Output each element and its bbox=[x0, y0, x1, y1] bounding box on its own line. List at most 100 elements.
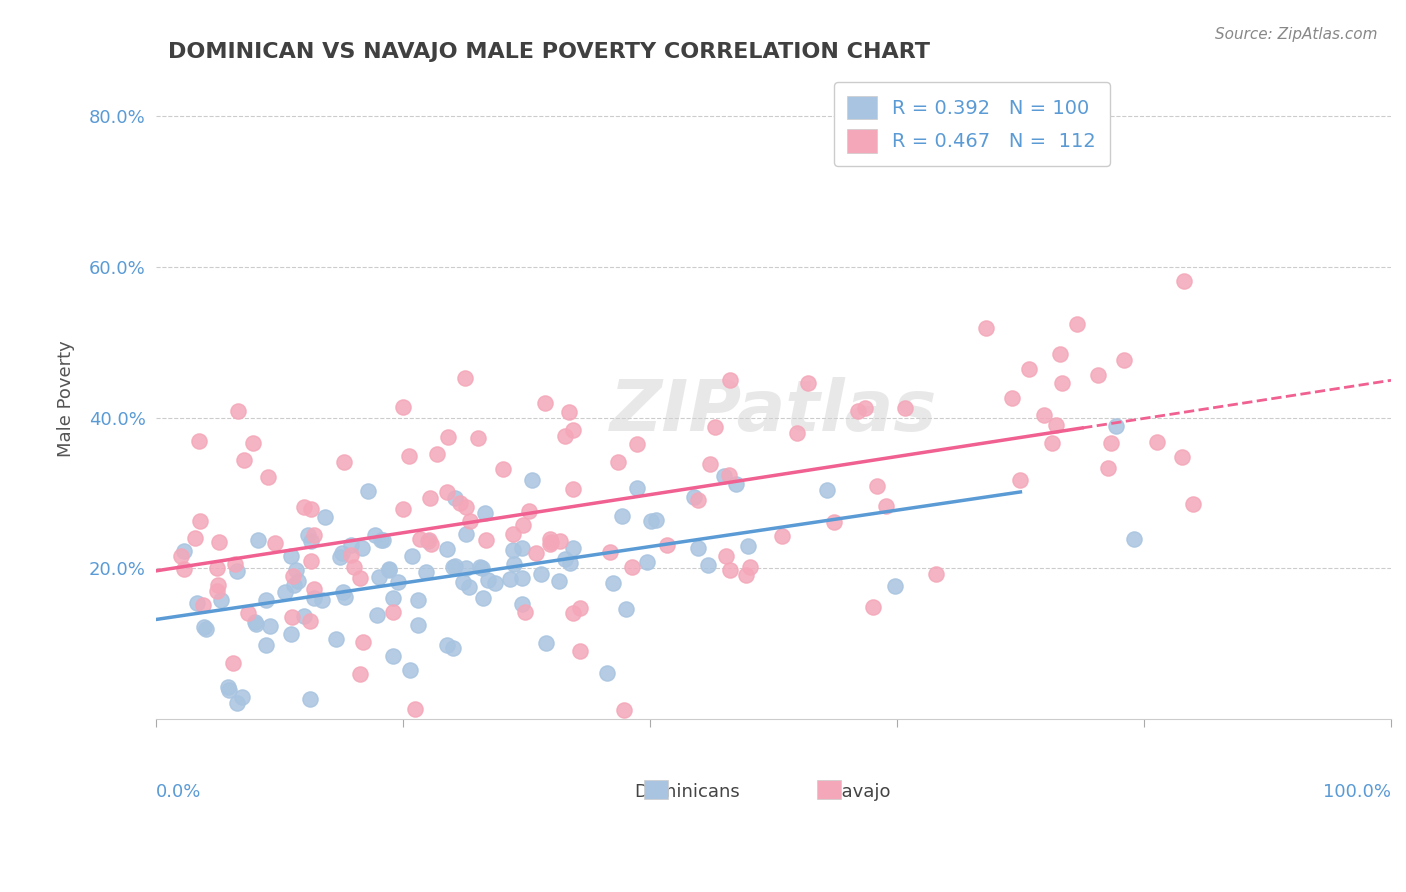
Point bbox=[233, 452, 256, 467]
Point bbox=[349, 571, 371, 585]
Point bbox=[311, 593, 333, 607]
Point bbox=[454, 561, 477, 575]
Point bbox=[540, 535, 562, 549]
Point bbox=[626, 481, 648, 495]
Point bbox=[238, 606, 260, 620]
Point bbox=[454, 371, 477, 385]
Point bbox=[364, 528, 387, 542]
Point bbox=[441, 560, 464, 574]
Point bbox=[686, 493, 709, 508]
Point bbox=[381, 605, 404, 619]
Point bbox=[718, 373, 741, 387]
Point bbox=[436, 485, 458, 500]
Point bbox=[404, 702, 426, 716]
Point bbox=[510, 597, 533, 611]
Point bbox=[437, 430, 460, 444]
Text: 100.0%: 100.0% bbox=[1323, 783, 1391, 801]
Point bbox=[409, 532, 432, 546]
Text: Navajo: Navajo bbox=[828, 783, 891, 801]
Point bbox=[245, 615, 267, 630]
Point bbox=[875, 500, 897, 514]
Point bbox=[399, 663, 422, 677]
Point bbox=[416, 534, 439, 549]
Point bbox=[231, 690, 253, 704]
Point bbox=[370, 533, 392, 547]
Point bbox=[613, 703, 636, 717]
Point bbox=[568, 644, 591, 658]
Point bbox=[620, 560, 643, 574]
Point bbox=[1018, 361, 1040, 376]
Point bbox=[381, 591, 404, 605]
Text: 0.0%: 0.0% bbox=[156, 783, 201, 801]
Point bbox=[602, 576, 624, 591]
Point bbox=[640, 514, 662, 528]
Point bbox=[280, 627, 302, 641]
Point bbox=[1000, 391, 1022, 405]
Point bbox=[217, 681, 239, 695]
Point bbox=[714, 549, 737, 563]
Point bbox=[1170, 450, 1192, 465]
Point bbox=[610, 508, 633, 523]
Point bbox=[281, 610, 304, 624]
Point bbox=[499, 572, 522, 586]
Point bbox=[195, 622, 218, 636]
Point bbox=[254, 592, 277, 607]
Point bbox=[524, 546, 547, 560]
Point bbox=[470, 561, 492, 575]
Point bbox=[441, 641, 464, 656]
Point bbox=[419, 537, 441, 551]
Point bbox=[520, 473, 543, 487]
Point bbox=[173, 543, 195, 558]
Point bbox=[367, 570, 389, 584]
Point bbox=[259, 619, 281, 633]
Point bbox=[704, 420, 727, 434]
Point bbox=[340, 538, 363, 552]
Point bbox=[256, 470, 278, 484]
Point bbox=[554, 429, 576, 443]
Point bbox=[1032, 409, 1054, 423]
Point bbox=[1181, 496, 1204, 510]
Point bbox=[458, 514, 481, 528]
Point bbox=[299, 533, 322, 548]
Point bbox=[284, 563, 307, 577]
Point bbox=[224, 558, 246, 572]
Point bbox=[688, 541, 710, 555]
Point bbox=[299, 692, 322, 706]
Point bbox=[382, 648, 405, 663]
Point bbox=[209, 592, 232, 607]
Point bbox=[683, 490, 706, 504]
Point bbox=[352, 634, 374, 648]
Point bbox=[558, 405, 581, 419]
Point bbox=[862, 599, 884, 614]
Point bbox=[299, 554, 322, 568]
Point bbox=[1050, 376, 1073, 391]
Point bbox=[925, 567, 948, 582]
Point bbox=[292, 608, 315, 623]
Point bbox=[357, 483, 380, 498]
Point bbox=[226, 564, 249, 578]
Point bbox=[207, 561, 229, 575]
Legend: R = 0.392   N = 100, R = 0.467   N =  112: R = 0.392 N = 100, R = 0.467 N = 112 bbox=[834, 82, 1109, 166]
Point bbox=[373, 533, 395, 547]
Point bbox=[274, 585, 297, 599]
Point bbox=[503, 557, 526, 571]
Point bbox=[740, 560, 762, 574]
Point bbox=[713, 469, 735, 483]
Point bbox=[884, 579, 907, 593]
FancyBboxPatch shape bbox=[817, 780, 841, 799]
Point bbox=[737, 539, 759, 553]
Point bbox=[477, 574, 499, 588]
Point bbox=[226, 696, 249, 710]
Point bbox=[302, 528, 325, 542]
Point bbox=[636, 555, 658, 569]
Point bbox=[188, 434, 211, 448]
Point bbox=[418, 533, 440, 547]
Point bbox=[1097, 460, 1119, 475]
Point bbox=[599, 545, 621, 559]
Point bbox=[853, 401, 876, 415]
Point bbox=[454, 527, 477, 541]
Point bbox=[510, 571, 533, 585]
Point bbox=[186, 596, 208, 610]
Point bbox=[254, 638, 277, 652]
Point bbox=[1123, 532, 1146, 546]
